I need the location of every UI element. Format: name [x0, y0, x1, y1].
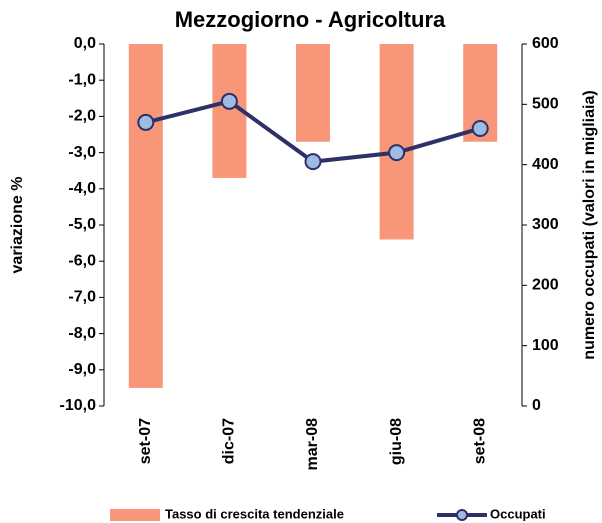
- x-tick-label: set-07: [137, 418, 154, 464]
- y-tick-label: -1,0: [68, 71, 96, 88]
- y2-tick-label: 400: [532, 156, 559, 173]
- y-tick-label: -4,0: [68, 180, 96, 197]
- x-tick-label: mar-08: [304, 418, 321, 471]
- y2-tick-label: 500: [532, 96, 559, 113]
- marker: [220, 92, 238, 110]
- marker: [471, 119, 489, 137]
- bar: [379, 44, 414, 240]
- legend-label: Occupati: [490, 506, 546, 521]
- y-tick-label: 0,0: [74, 35, 96, 52]
- marker: [304, 153, 322, 171]
- y-axis-label: variazione %: [9, 177, 26, 274]
- y2-tick-label: 100: [532, 337, 559, 354]
- chart-title: Mezzogiorno - Agricoltura: [175, 7, 446, 32]
- y-tick-label: -9,0: [68, 361, 96, 378]
- x-tick-label: dic-07: [221, 418, 238, 464]
- bar: [128, 44, 163, 388]
- y2-tick-label: 0: [532, 397, 541, 414]
- y-tick-label: -7,0: [68, 289, 96, 306]
- y-tick-label: -8,0: [68, 325, 96, 342]
- y-tick-label: -5,0: [68, 216, 96, 233]
- marker: [137, 113, 155, 131]
- y2-tick-label: 200: [532, 277, 559, 294]
- y-tick-label: -6,0: [68, 252, 96, 269]
- marker: [388, 144, 406, 162]
- bar: [296, 44, 330, 142]
- y2-tick-label: 600: [532, 35, 559, 52]
- x-tick-label: giu-08: [388, 418, 405, 465]
- x-tick-label: set-08: [471, 418, 488, 464]
- legend-swatch: [110, 509, 160, 521]
- y-tick-label: -2,0: [68, 108, 96, 125]
- y-tick-label: -10,0: [60, 397, 97, 414]
- legend-marker: [456, 509, 468, 521]
- legend-label: Tasso di crescita tendenziale: [165, 506, 344, 521]
- y2-axis-label: numero occupati (valori in migliaia): [581, 90, 598, 359]
- y2-tick-label: 300: [532, 216, 559, 233]
- y-tick-label: -3,0: [68, 144, 96, 161]
